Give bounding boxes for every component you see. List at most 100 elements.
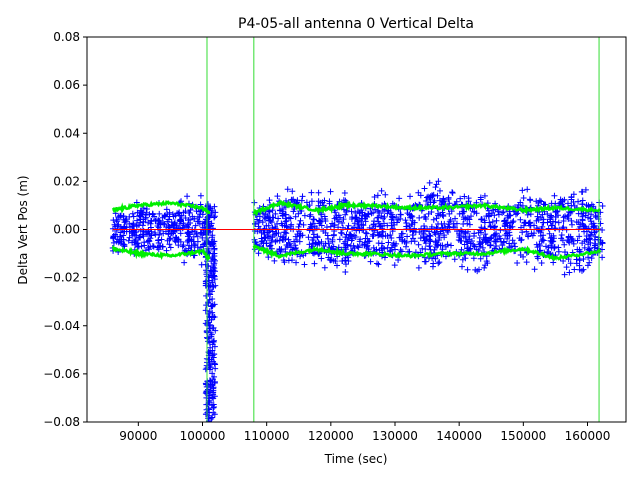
data-point bbox=[403, 219, 410, 226]
data-point bbox=[338, 230, 345, 237]
data-point bbox=[132, 236, 139, 243]
data-point bbox=[475, 229, 482, 236]
data-point bbox=[279, 222, 286, 229]
data-point bbox=[115, 221, 122, 228]
data-point bbox=[437, 242, 444, 249]
data-point bbox=[266, 217, 273, 224]
data-point bbox=[392, 246, 399, 253]
data-point bbox=[567, 260, 574, 267]
data-point bbox=[481, 225, 488, 232]
data-point bbox=[504, 235, 511, 242]
data-point bbox=[356, 210, 363, 217]
data-point bbox=[477, 194, 484, 201]
data-point bbox=[371, 218, 378, 225]
data-point bbox=[269, 207, 276, 214]
data-point bbox=[436, 234, 443, 241]
data-point bbox=[570, 191, 577, 198]
data-point bbox=[499, 209, 506, 216]
data-point bbox=[331, 221, 338, 228]
data-point bbox=[187, 219, 194, 226]
data-point bbox=[548, 222, 555, 229]
data-point bbox=[384, 210, 391, 217]
data-point bbox=[452, 215, 459, 222]
data-point bbox=[421, 185, 428, 192]
data-point bbox=[500, 209, 507, 216]
data-point bbox=[488, 234, 495, 241]
data-point bbox=[285, 257, 292, 264]
data-point bbox=[327, 257, 334, 264]
data-point bbox=[428, 208, 435, 215]
data-point bbox=[261, 214, 268, 221]
data-point bbox=[264, 235, 271, 242]
data-point bbox=[114, 236, 121, 243]
data-point bbox=[355, 244, 362, 251]
data-point bbox=[109, 225, 116, 232]
data-point bbox=[521, 219, 528, 226]
data-point bbox=[204, 386, 211, 393]
x-axis: 90000 100000 110000 120000 130000 140000 15000… bbox=[119, 422, 610, 443]
y-tick-label: −0.02 bbox=[43, 271, 80, 285]
data-point bbox=[272, 223, 279, 230]
data-point bbox=[194, 233, 201, 240]
data-point bbox=[202, 216, 209, 223]
data-point bbox=[435, 178, 442, 185]
data-point bbox=[539, 236, 546, 243]
data-point bbox=[583, 201, 590, 208]
data-point bbox=[489, 210, 496, 217]
data-point bbox=[552, 209, 559, 216]
data-point bbox=[190, 233, 197, 240]
data-point bbox=[203, 292, 210, 299]
data-point bbox=[351, 220, 358, 227]
data-point bbox=[483, 238, 490, 245]
data-point bbox=[344, 225, 351, 232]
data-point bbox=[181, 259, 188, 266]
data-point bbox=[481, 264, 488, 271]
data-point bbox=[586, 247, 593, 254]
data-point bbox=[268, 237, 275, 244]
data-point bbox=[453, 198, 460, 205]
data-point bbox=[209, 381, 216, 388]
data-point bbox=[565, 212, 572, 219]
data-point bbox=[431, 229, 438, 236]
data-point bbox=[581, 244, 588, 251]
data-point bbox=[322, 217, 329, 224]
data-point bbox=[211, 214, 218, 221]
data-point bbox=[567, 233, 574, 240]
data-point bbox=[173, 236, 180, 243]
data-point bbox=[576, 262, 583, 269]
data-point bbox=[476, 234, 483, 241]
data-point bbox=[272, 238, 279, 245]
data-point bbox=[137, 234, 144, 241]
data-point bbox=[533, 241, 540, 248]
data-point bbox=[562, 249, 569, 256]
data-point bbox=[292, 213, 299, 220]
data-point bbox=[428, 223, 435, 230]
plot-area bbox=[109, 37, 606, 422]
data-point bbox=[555, 219, 562, 226]
data-point bbox=[202, 307, 209, 314]
data-point bbox=[183, 223, 190, 230]
data-point bbox=[271, 257, 278, 264]
data-point bbox=[389, 225, 396, 232]
data-point bbox=[502, 232, 509, 239]
data-point bbox=[534, 255, 541, 262]
data-point bbox=[178, 212, 185, 219]
data-point bbox=[182, 247, 189, 254]
data-point bbox=[558, 231, 565, 238]
data-point bbox=[212, 209, 219, 216]
data-point bbox=[585, 225, 592, 232]
data-point bbox=[449, 189, 456, 196]
chart-title: P4-05-all antenna 0 Vertical Delta bbox=[238, 16, 474, 32]
data-point bbox=[399, 238, 406, 245]
data-point bbox=[551, 243, 558, 250]
data-point bbox=[559, 237, 566, 244]
data-point bbox=[433, 181, 440, 188]
data-point bbox=[163, 247, 170, 254]
data-point bbox=[411, 219, 418, 226]
data-point bbox=[206, 377, 213, 384]
data-point bbox=[161, 212, 168, 219]
data-point bbox=[121, 241, 128, 248]
data-point bbox=[571, 266, 578, 273]
data-point bbox=[586, 259, 593, 266]
data-point bbox=[274, 193, 281, 200]
